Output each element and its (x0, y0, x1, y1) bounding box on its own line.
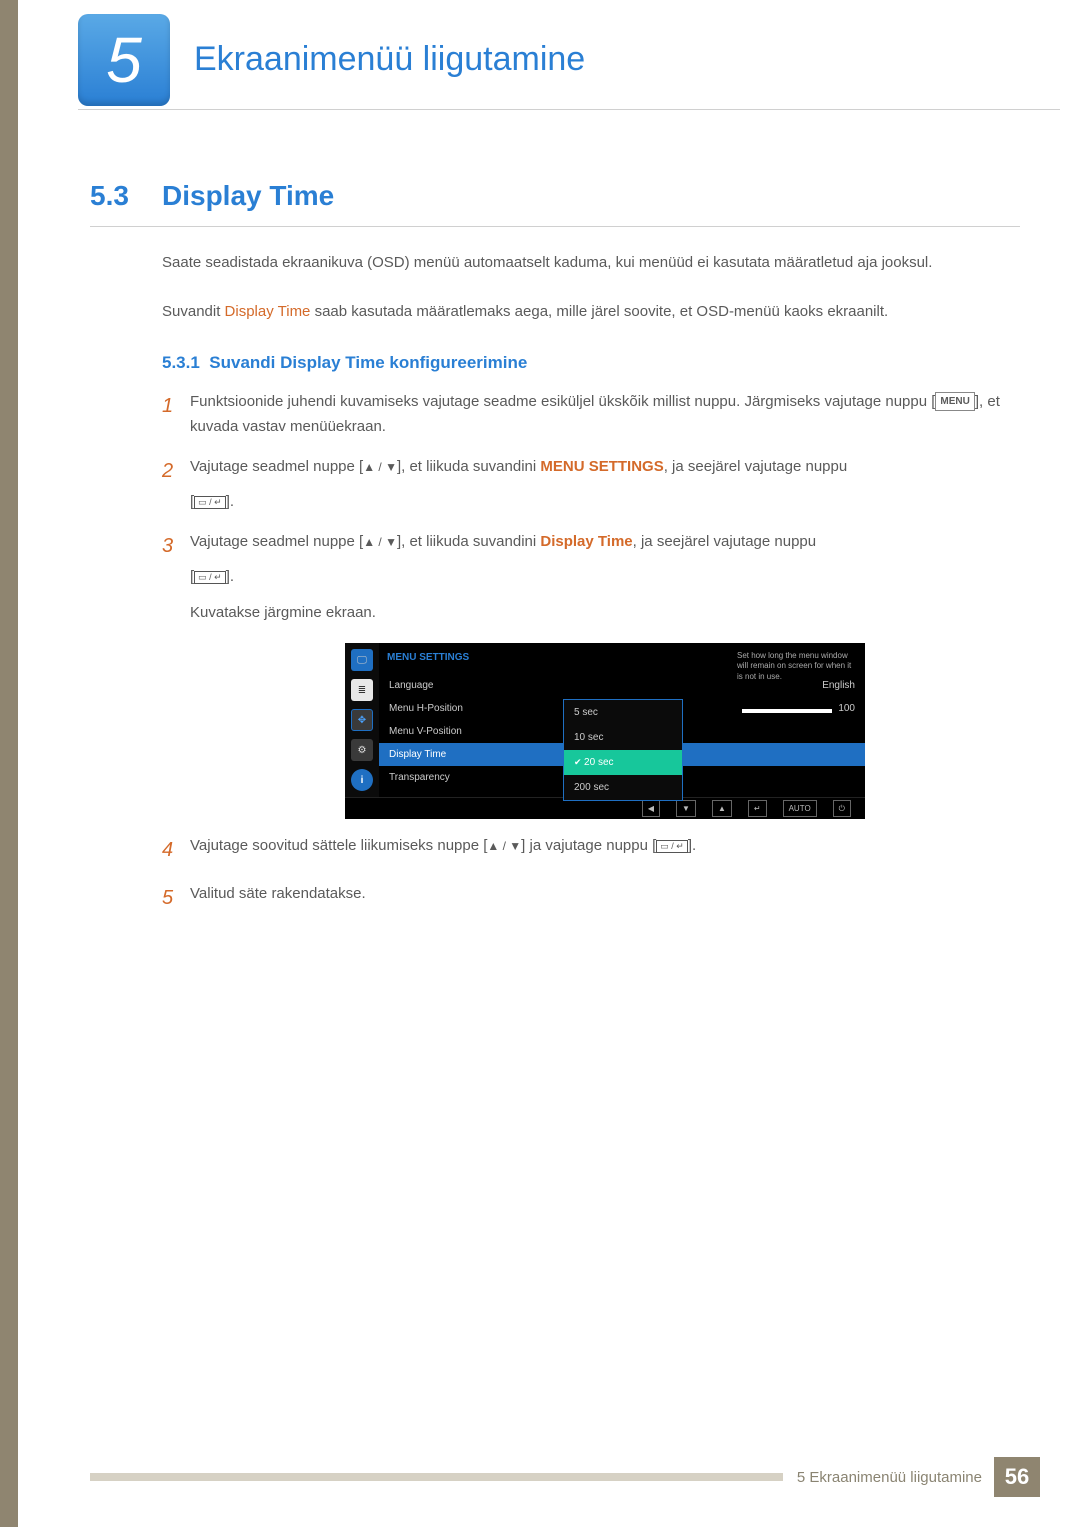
text: Vajutage seadmel nuppe [ (190, 533, 363, 550)
step-number: 2 (162, 454, 190, 515)
subsection-title: Suvandi Display Time konfigureerimine (209, 353, 527, 372)
subsection-number: 5.3.1 (162, 353, 200, 372)
step-number: 5 (162, 881, 190, 915)
section-number: 5.3 (90, 180, 162, 212)
step-number: 4 (162, 833, 190, 867)
footer-page-number: 56 (994, 1457, 1040, 1497)
section-para-2: Suvandit Display Time saab kasutada määr… (162, 300, 1020, 325)
steps-list: 1 Funktsioonide juhendi kuvamiseks vajut… (162, 389, 1020, 916)
osd-icon-settings: ⚙ (351, 739, 373, 761)
chapter-number-badge: 5 (78, 14, 170, 106)
text: ]. (226, 493, 234, 510)
up-down-icon: ▲ / ▼ (363, 460, 397, 474)
step-note: Kuvatakse järgmine ekraan. (190, 600, 1020, 626)
osd-screenshot: 🖵 ≣ ✥ ⚙ i MENU SETTINGS Language English (345, 643, 865, 819)
osd-slider (742, 709, 832, 713)
step-5: 5 Valitud säte rakendatakse. (162, 881, 1020, 915)
osd-nav-power-icon: ⏻ (833, 800, 851, 818)
footer-rule (90, 1473, 783, 1481)
osd-nav-up-icon: ▲ (712, 800, 732, 818)
osd-value: 100 (838, 700, 855, 717)
osd-icon-info: i (351, 769, 373, 791)
text: ], et liikuda suvandini (397, 533, 540, 550)
text: ]. (226, 568, 234, 585)
osd-help-text: Set how long the menu window will remain… (737, 651, 857, 682)
page-footer: 5 Ekraanimenüü liigutamine 56 (90, 1457, 1040, 1497)
step-text: Vajutage seadmel nuppe [▲ / ▼], et liiku… (190, 454, 1020, 515)
osd-sidebar-icons: 🖵 ≣ ✥ ⚙ i (345, 643, 379, 797)
text: ]. (688, 837, 696, 854)
step-text: Vajutage soovitud sättele liikumiseks nu… (190, 833, 1020, 867)
step-number: 3 (162, 529, 190, 820)
osd-option: 10 sec (564, 725, 682, 750)
up-down-icon: ▲ / ▼ (487, 839, 521, 853)
osd-dropdown: 5 sec 10 sec 20 sec 200 sec (563, 699, 683, 801)
step-4: 4 Vajutage soovitud sättele liikumiseks … (162, 833, 1020, 867)
text: ] ja vajutage nuppu [ (521, 837, 656, 854)
osd-nav-left-icon: ◀ (642, 800, 660, 818)
step-1: 1 Funktsioonide juhendi kuvamiseks vajut… (162, 389, 1020, 440)
highlight-display-time: Display Time (540, 533, 632, 550)
osd-option-selected: 20 sec (564, 750, 682, 775)
step-2: 2 Vajutage seadmel nuppe [▲ / ▼], et lii… (162, 454, 1020, 515)
osd-label: Menu H-Position (389, 700, 463, 717)
section-title: Display Time (162, 180, 334, 212)
osd-option: 200 sec (564, 775, 682, 800)
text: , ja seejärel vajutage nuppu (633, 533, 816, 550)
osd-label: Transparency (389, 769, 450, 786)
menu-button-label: MENU (935, 392, 974, 411)
content-area: 5.3 Display Time Saate seadistada ekraan… (90, 180, 1020, 915)
text: Suvandit (162, 303, 225, 320)
screen-enter-icon: ▭ / ↵ (194, 571, 226, 584)
sidebar-stripe (0, 0, 18, 1527)
section-para-1: Saate seadistada ekraanikuva (OSD) menüü… (162, 251, 1020, 276)
chapter-header: 5 Ekraanimenüü liigutamine (78, 10, 1060, 110)
osd-label: Display Time (389, 746, 446, 763)
osd-icon-size: ✥ (351, 709, 373, 731)
step-text: Funktsioonide juhendi kuvamiseks vajutag… (190, 389, 1020, 440)
text: Vajutage soovitud sättele liikumiseks nu… (190, 837, 487, 854)
highlight-menu-settings: MENU SETTINGS (540, 458, 663, 475)
text: saab kasutada määratlemaks aega, mille j… (310, 303, 888, 320)
osd-option: 5 sec (564, 700, 682, 725)
step-text: Vajutage seadmel nuppe [▲ / ▼], et liiku… (190, 529, 1020, 820)
screen-enter-icon: ▭ / ↵ (194, 496, 226, 509)
osd-label: Language (389, 677, 434, 694)
screen-enter-icon: ▭ / ↵ (656, 840, 688, 853)
step-3: 3 Vajutage seadmel nuppe [▲ / ▼], et lii… (162, 529, 1020, 820)
text: ], et liikuda suvandini (397, 458, 540, 475)
osd-icon-picture: 🖵 (351, 649, 373, 671)
up-down-icon: ▲ / ▼ (363, 535, 397, 549)
text: , ja seejärel vajutage nuppu (664, 458, 847, 475)
osd-icon-color: ≣ (351, 679, 373, 701)
osd-nav-down-icon: ▼ (676, 800, 696, 818)
footer-chapter-label: 5 Ekraanimenüü liigutamine (797, 1469, 982, 1486)
highlight-display-time: Display Time (225, 303, 311, 320)
osd-nav-enter-icon: ↵ (748, 800, 767, 818)
text: Funktsioonide juhendi kuvamiseks vajutag… (190, 393, 935, 410)
osd-label: Menu V-Position (389, 723, 462, 740)
osd-nav-auto: AUTO (783, 800, 817, 818)
step-number: 1 (162, 389, 190, 440)
text: Vajutage seadmel nuppe [ (190, 458, 363, 475)
chapter-title: Ekraanimenüü liigutamine (194, 40, 585, 79)
section-heading: 5.3 Display Time (90, 180, 1020, 227)
subsection-heading: 5.3.1 Suvandi Display Time konfigureerim… (162, 353, 1020, 373)
step-text: Valitud säte rakendatakse. (190, 881, 1020, 915)
